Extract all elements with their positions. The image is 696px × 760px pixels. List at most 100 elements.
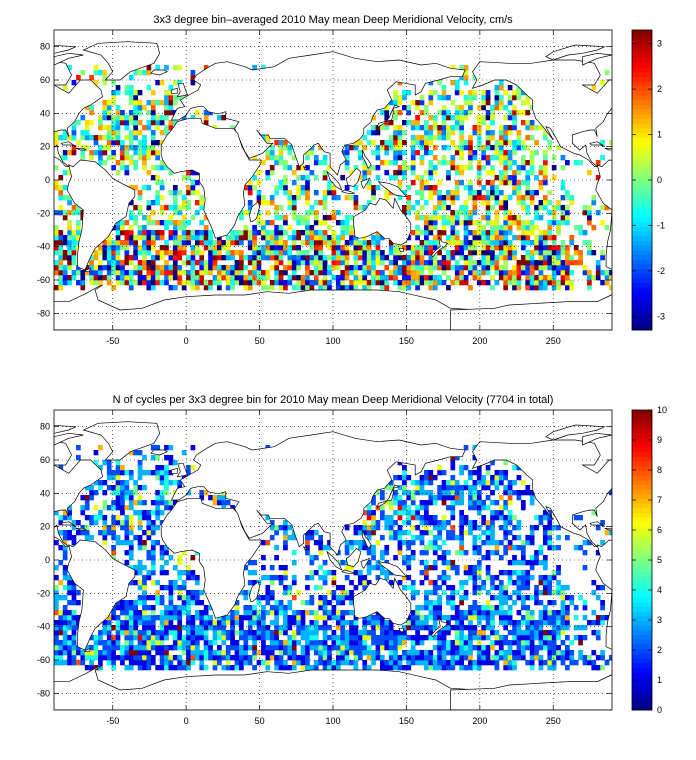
- data-cell: [573, 260, 579, 266]
- data-cell: [538, 245, 544, 251]
- data-cell: [432, 665, 438, 671]
- data-cell: [371, 280, 376, 286]
- data-cell: [269, 575, 275, 581]
- data-cell: [274, 225, 279, 231]
- data-cell: [137, 460, 143, 466]
- data-cell: [459, 205, 464, 211]
- data-cell: [525, 630, 531, 636]
- data-cell: [278, 260, 284, 266]
- data-cell: [327, 285, 332, 291]
- data-cell: [150, 175, 156, 181]
- data-cell: [353, 195, 359, 201]
- data-cell: [305, 630, 310, 636]
- data-cell: [481, 660, 487, 666]
- data-cell: [168, 125, 174, 131]
- data-cell: [274, 615, 279, 621]
- data-cell: [186, 175, 191, 181]
- data-cell: [362, 175, 368, 181]
- data-cell: [128, 580, 134, 586]
- data-cell: [446, 130, 451, 136]
- data-cell: [150, 560, 156, 566]
- data-cell: [344, 220, 350, 226]
- data-cell: [164, 485, 169, 491]
- data-cell: [159, 615, 165, 621]
- data-cell: [476, 475, 482, 481]
- data-cell: [128, 475, 134, 481]
- data-cell: [115, 620, 121, 626]
- data-cell: [472, 95, 478, 101]
- data-cell: [375, 130, 381, 136]
- data-cell: [503, 550, 509, 556]
- data-cell: [472, 645, 478, 651]
- data-cell: [283, 620, 288, 626]
- data-cell: [485, 205, 491, 211]
- data-cell: [142, 255, 147, 261]
- data-cell: [305, 240, 310, 246]
- data-cell: [384, 625, 390, 631]
- data-cell: [437, 575, 442, 581]
- data-cell: [415, 480, 420, 486]
- data-cell: [327, 600, 332, 606]
- data-cell: [463, 625, 469, 631]
- data-cell: [344, 255, 350, 261]
- data-cell: [142, 125, 147, 131]
- data-cell: [402, 260, 407, 266]
- data-cell: [379, 570, 385, 576]
- data-cell: [384, 500, 390, 506]
- data-cell: [177, 235, 183, 241]
- data-cell: [76, 660, 81, 666]
- data-cell: [472, 610, 478, 616]
- data-cell: [155, 250, 161, 256]
- data-cell: [252, 175, 257, 181]
- data-cell: [146, 230, 152, 236]
- data-cell: [375, 525, 381, 531]
- data-cell: [520, 240, 526, 246]
- data-cell: [239, 590, 244, 596]
- data-cell: [278, 645, 284, 651]
- data-cell: [133, 265, 138, 271]
- colorbar-tick-label: -1: [657, 220, 665, 230]
- data-cell: [432, 660, 438, 666]
- data-cell: [278, 160, 284, 166]
- data-cell: [124, 550, 130, 556]
- data-cell: [538, 600, 544, 606]
- data-cell: [498, 240, 504, 246]
- data-cell: [472, 210, 478, 216]
- data-cell: [419, 615, 425, 621]
- data-cell: [591, 665, 597, 671]
- data-cell: [454, 80, 460, 86]
- data-cell: [283, 625, 288, 631]
- data-cell: [538, 645, 544, 651]
- data-cell: [529, 265, 535, 271]
- data-cell: [291, 270, 297, 276]
- data-cell: [459, 75, 464, 81]
- data-cell: [490, 610, 495, 616]
- data-cell: [62, 130, 68, 136]
- data-cell: [379, 550, 385, 556]
- data-cell: [146, 535, 152, 541]
- data-cell: [441, 650, 447, 656]
- data-cell: [485, 280, 491, 286]
- data-cell: [111, 555, 116, 561]
- data-cell: [120, 645, 125, 651]
- data-cell: [432, 620, 438, 626]
- data-cell: [450, 510, 456, 516]
- data-cell: [67, 535, 72, 541]
- data-cell: [133, 125, 138, 131]
- data-cell: [318, 260, 324, 266]
- data-cell: [137, 190, 143, 196]
- data-cell: [437, 265, 442, 271]
- data-cell: [327, 165, 332, 171]
- data-cell: [507, 480, 513, 486]
- data-cell: [432, 90, 438, 96]
- data-cell: [265, 610, 271, 616]
- data-cell: [556, 205, 561, 211]
- data-cell: [419, 480, 425, 486]
- data-cell: [300, 190, 306, 196]
- data-cell: [344, 245, 350, 251]
- data-cell: [67, 610, 72, 616]
- data-cell: [194, 275, 200, 281]
- data-cell: [446, 565, 451, 571]
- data-cell: [393, 130, 398, 136]
- data-cell: [172, 265, 178, 271]
